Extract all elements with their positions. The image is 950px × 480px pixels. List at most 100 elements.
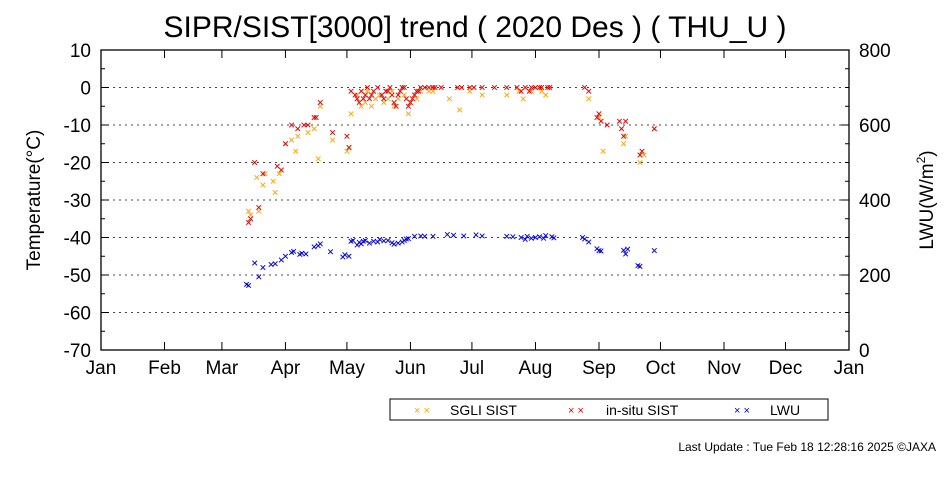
x-tick-label: Jul <box>460 358 484 379</box>
y2-tick-label: 200 <box>859 266 891 287</box>
insitu-sist-point <box>459 84 465 91</box>
sgli-sist-point <box>288 137 295 143</box>
lwu-point <box>622 251 629 257</box>
y2-axis-label: LWU(W/m2) <box>914 150 938 249</box>
insitu-sist-point <box>329 129 336 136</box>
lwu-point <box>522 236 528 243</box>
x-tick-label: Mar <box>206 358 239 379</box>
insitu-sist-point <box>391 99 397 106</box>
sgli-sist-point <box>446 96 453 102</box>
lwu-point <box>536 234 543 240</box>
insitu-sist-point <box>598 118 604 124</box>
legend-box <box>389 398 829 421</box>
insitu-sist-point <box>405 103 412 109</box>
sgli-sist-point <box>348 111 354 117</box>
x-tick-label: Jun <box>395 358 426 379</box>
sgli-sist-point <box>637 159 643 166</box>
legend-label-sgli: SGLI SIST <box>450 402 517 418</box>
sgli-sist-point <box>260 182 266 188</box>
y2-tick-label: 800 <box>859 41 891 62</box>
y2-tick-label: 600 <box>859 116 891 137</box>
insitu-sist-point <box>395 92 401 98</box>
insitu-sist-point <box>247 216 254 222</box>
legend-marker-lwu: × × <box>734 405 750 417</box>
lwu-point <box>422 233 428 240</box>
insitu-sist-point <box>620 133 627 139</box>
lwu-point <box>430 233 436 240</box>
insitu-sist-point <box>538 84 545 91</box>
last-update-footer: Last Update : Tue Feb 18 12:28:16 2025 ©… <box>678 440 936 454</box>
insitu-sist-point <box>415 88 422 94</box>
insitu-sist-point <box>454 84 461 91</box>
insitu-sist-point <box>491 84 498 91</box>
lwu-point <box>272 261 278 267</box>
lwu-point <box>282 253 289 259</box>
sgli-sist-point <box>362 99 369 106</box>
insitu-sist-point <box>536 84 543 91</box>
lwu-point <box>524 233 530 240</box>
insitu-sist-point <box>528 84 535 91</box>
lwu-point <box>268 261 274 268</box>
sgli-sist-point <box>315 156 321 162</box>
sgli-sist-point <box>586 96 592 102</box>
lwu-point <box>317 241 323 247</box>
y-tick-label: -70 <box>64 341 91 362</box>
insitu-sist-point <box>413 88 420 94</box>
lwu-point <box>651 247 657 254</box>
sgli-sist-point <box>305 129 311 136</box>
lwu-point <box>278 257 284 263</box>
lwu-point <box>637 263 643 270</box>
y-axis-right: 800 600 400 200 0 <box>841 41 891 362</box>
x-tick-label: Aug <box>519 358 553 379</box>
y2-tick-label: 400 <box>859 191 891 212</box>
insitu-sist-point <box>379 92 385 98</box>
y-axis-label: Temperature(°C) <box>24 130 45 271</box>
sgli-sist-point <box>295 133 301 139</box>
sgli-sist-point <box>405 111 412 117</box>
insitu-sist-point <box>622 118 629 124</box>
y-tick-label: -50 <box>64 266 91 287</box>
insitu-sist-point <box>651 126 657 132</box>
lwu-point <box>461 233 467 239</box>
insitu-sist-point <box>385 88 391 94</box>
lwu-point <box>473 232 479 238</box>
lwu-point <box>625 246 631 252</box>
insitu-sist-point <box>360 96 366 102</box>
lwu-point <box>444 231 450 238</box>
insitu-sist-point <box>547 84 553 91</box>
lwu-point <box>551 235 557 241</box>
lwu-point <box>303 251 309 257</box>
lwu-point <box>256 274 262 280</box>
lwu-point <box>620 247 627 253</box>
insitu-sist-point <box>366 96 373 102</box>
insitu-sist-point <box>422 84 428 91</box>
lwu-point <box>327 249 334 255</box>
sgli-sist-point <box>641 152 647 158</box>
lwu-point <box>260 264 266 271</box>
lwu-point <box>377 236 383 243</box>
insitu-sist-point <box>252 159 258 166</box>
x-tick-label: Apr <box>271 358 301 379</box>
sgli-sist-point <box>385 96 391 102</box>
insitu-sist-point <box>348 88 354 94</box>
sgli-sist-point <box>344 148 350 154</box>
insitu-sist-point <box>401 84 407 91</box>
lwu-point <box>528 235 535 241</box>
insitu-sist-point <box>317 99 323 106</box>
insitu-sist-point <box>389 92 395 98</box>
insitu-sist-point <box>358 88 364 94</box>
lwu-point <box>362 237 369 244</box>
sgli-sist-point <box>401 92 407 98</box>
insitu-sist-point <box>407 99 414 106</box>
lwu-point <box>411 233 418 240</box>
data-points <box>243 84 657 289</box>
sgli-sist-point <box>516 88 522 94</box>
insitu-sist-point <box>409 96 416 102</box>
sgli-sist-point <box>620 141 627 147</box>
insitu-sist-point <box>383 88 389 94</box>
insitu-sist-point <box>438 84 444 91</box>
lwu-point <box>385 237 391 244</box>
lwu-point <box>342 252 348 258</box>
insitu-sist-point <box>430 84 436 91</box>
insitu-sist-point <box>344 133 350 139</box>
